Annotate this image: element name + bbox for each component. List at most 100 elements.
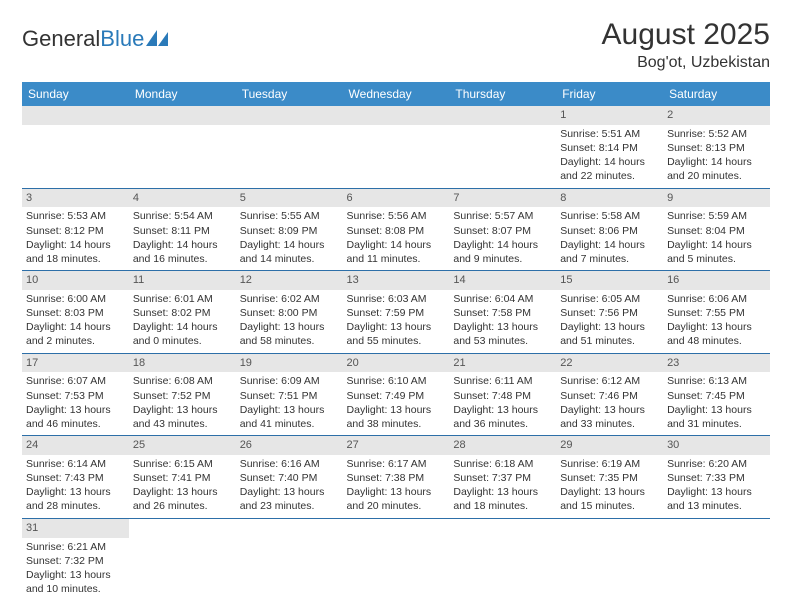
sunrise-text: Sunrise: 6:19 AM xyxy=(560,457,659,471)
calendar-cell: 21Sunrise: 6:11 AMSunset: 7:48 PMDayligh… xyxy=(449,353,556,436)
sunset-text: Sunset: 7:45 PM xyxy=(667,389,766,403)
day-number: 22 xyxy=(556,354,663,373)
day-number: 31 xyxy=(22,519,129,538)
calendar-cell: 13Sunrise: 6:03 AMSunset: 7:59 PMDayligh… xyxy=(343,271,450,354)
sunrise-text: Sunrise: 6:11 AM xyxy=(453,374,552,388)
sunset-text: Sunset: 8:12 PM xyxy=(26,224,125,238)
calendar-cell: 23Sunrise: 6:13 AMSunset: 7:45 PMDayligh… xyxy=(663,353,770,436)
calendar-cell: 8Sunrise: 5:58 AMSunset: 8:06 PMDaylight… xyxy=(556,188,663,271)
calendar-week: 17Sunrise: 6:07 AMSunset: 7:53 PM Dayligh… xyxy=(22,353,770,436)
sunrise-text: Sunrise: 6:17 AM xyxy=(347,457,446,471)
daylight-text: Daylight: 13 hours and 41 minutes. xyxy=(240,403,339,431)
month-title: August 2025 xyxy=(602,18,770,52)
sunset-text: Sunset: 7:43 PM xyxy=(26,471,125,485)
calendar-cell: 7Sunrise: 5:57 AMSunset: 8:07 PMDaylight… xyxy=(449,188,556,271)
calendar-cell: 27Sunrise: 6:17 AMSunset: 7:38 PMDayligh… xyxy=(343,436,450,519)
sunset-text: Sunset: 7:52 PM xyxy=(133,389,232,403)
day-number: 21 xyxy=(449,354,556,373)
day-number: 20 xyxy=(343,354,450,373)
sunset-text: Sunset: 8:03 PM xyxy=(26,306,125,320)
day-number: 15 xyxy=(556,271,663,290)
calendar-cell: 5Sunrise: 5:55 AMSunset: 8:09 PMDaylight… xyxy=(236,188,343,271)
day-header: Sunday xyxy=(22,82,129,106)
sunrise-text: Sunrise: 6:16 AM xyxy=(240,457,339,471)
calendar-cell: 1Sunrise: 5:51 AMSunset: 8:14 PMDaylight… xyxy=(556,106,663,188)
sunset-text: Sunset: 7:58 PM xyxy=(453,306,552,320)
sunset-text: Sunset: 7:35 PM xyxy=(560,471,659,485)
daylight-text: Daylight: 14 hours and 22 minutes. xyxy=(560,155,659,183)
calendar-cell: 16Sunrise: 6:06 AMSunset: 7:55 PMDayligh… xyxy=(663,271,770,354)
sunrise-text: Sunrise: 6:20 AM xyxy=(667,457,766,471)
calendar-cell: 15Sunrise: 6:05 AMSunset: 7:56 PMDayligh… xyxy=(556,271,663,354)
sunset-text: Sunset: 7:55 PM xyxy=(667,306,766,320)
sunrise-text: Sunrise: 6:21 AM xyxy=(26,540,125,554)
sunset-text: Sunset: 8:04 PM xyxy=(667,224,766,238)
daylight-text: Daylight: 14 hours and 2 minutes. xyxy=(26,320,125,348)
calendar-cell: 9Sunrise: 5:59 AMSunset: 8:04 PMDaylight… xyxy=(663,188,770,271)
daylight-text: Daylight: 14 hours and 14 minutes. xyxy=(240,238,339,266)
sunset-text: Sunset: 8:00 PM xyxy=(240,306,339,320)
calendar-week: 10Sunrise: 6:00 AMSunset: 8:03 PMDayligh… xyxy=(22,271,770,354)
location: Bog'ot, Uzbekistan xyxy=(602,54,770,72)
day-number: 14 xyxy=(449,271,556,290)
logo-text-1: General xyxy=(22,26,100,52)
daylight-text: Daylight: 14 hours and 18 minutes. xyxy=(26,238,125,266)
calendar-cell: 25Sunrise: 6:15 AMSunset: 7:41 PMDayligh… xyxy=(129,436,236,519)
calendar-cell: 11Sunrise: 6:01 AMSunset: 8:02 PMDayligh… xyxy=(129,271,236,354)
calendar-cell: 18Sunrise: 6:08 AMSunset: 7:52 PMDayligh… xyxy=(129,353,236,436)
calendar-cell xyxy=(449,106,556,188)
calendar-cell xyxy=(343,518,450,600)
day-number: 28 xyxy=(449,436,556,455)
day-number: 27 xyxy=(343,436,450,455)
sunrise-text: Sunrise: 6:01 AM xyxy=(133,292,232,306)
daylight-text: Daylight: 13 hours and 10 minutes. xyxy=(26,568,125,596)
sunrise-text: Sunrise: 6:12 AM xyxy=(560,374,659,388)
sunset-text: Sunset: 8:02 PM xyxy=(133,306,232,320)
day-number: 1 xyxy=(556,106,663,125)
daylight-text: Daylight: 13 hours and 51 minutes. xyxy=(560,320,659,348)
calendar-week: 1Sunrise: 5:51 AMSunset: 8:14 PMDaylight… xyxy=(22,106,770,188)
sunrise-text: Sunrise: 5:55 AM xyxy=(240,209,339,223)
calendar-cell: 3Sunrise: 5:53 AMSunset: 8:12 PMDaylight… xyxy=(22,188,129,271)
daylight-text: Daylight: 13 hours and 18 minutes. xyxy=(453,485,552,513)
day-number: 4 xyxy=(129,189,236,208)
day-number: 3 xyxy=(22,189,129,208)
sunrise-text: Sunrise: 5:51 AM xyxy=(560,127,659,141)
calendar-cell xyxy=(129,106,236,188)
sunrise-text: Sunrise: 6:04 AM xyxy=(453,292,552,306)
daylight-text: Daylight: 13 hours and 38 minutes. xyxy=(347,403,446,431)
sunrise-text: Sunrise: 6:14 AM xyxy=(26,457,125,471)
calendar-cell xyxy=(449,518,556,600)
day-number: 9 xyxy=(663,189,770,208)
sunset-text: Sunset: 7:53 PM xyxy=(26,389,125,403)
calendar-cell xyxy=(556,518,663,600)
day-number: 18 xyxy=(129,354,236,373)
day-header: Thursday xyxy=(449,82,556,106)
sunset-text: Sunset: 8:08 PM xyxy=(347,224,446,238)
day-number: 29 xyxy=(556,436,663,455)
sunrise-text: Sunrise: 6:07 AM xyxy=(26,374,125,388)
daylight-text: Daylight: 13 hours and 53 minutes. xyxy=(453,320,552,348)
calendar-header-row: Sunday Monday Tuesday Wednesday Thursday… xyxy=(22,82,770,106)
day-number: 23 xyxy=(663,354,770,373)
sunrise-text: Sunrise: 6:00 AM xyxy=(26,292,125,306)
sunset-text: Sunset: 7:40 PM xyxy=(240,471,339,485)
daylight-text: Daylight: 13 hours and 43 minutes. xyxy=(133,403,232,431)
day-number: 16 xyxy=(663,271,770,290)
sunset-text: Sunset: 7:41 PM xyxy=(133,471,232,485)
calendar-week: 3Sunrise: 5:53 AMSunset: 8:12 PMDaylight… xyxy=(22,188,770,271)
calendar-cell: 26Sunrise: 6:16 AMSunset: 7:40 PMDayligh… xyxy=(236,436,343,519)
sunrise-text: Sunrise: 6:05 AM xyxy=(560,292,659,306)
daylight-text: Daylight: 13 hours and 23 minutes. xyxy=(240,485,339,513)
daylight-text: Daylight: 13 hours and 36 minutes. xyxy=(453,403,552,431)
sunset-text: Sunset: 8:11 PM xyxy=(133,224,232,238)
sunset-text: Sunset: 7:59 PM xyxy=(347,306,446,320)
daylight-text: Daylight: 13 hours and 26 minutes. xyxy=(133,485,232,513)
day-number: 17 xyxy=(22,354,129,373)
sunrise-text: Sunrise: 5:57 AM xyxy=(453,209,552,223)
day-header: Monday xyxy=(129,82,236,106)
daylight-text: Daylight: 13 hours and 48 minutes. xyxy=(667,320,766,348)
calendar-cell: 6Sunrise: 5:56 AMSunset: 8:08 PMDaylight… xyxy=(343,188,450,271)
day-header: Wednesday xyxy=(343,82,450,106)
calendar-cell xyxy=(343,106,450,188)
